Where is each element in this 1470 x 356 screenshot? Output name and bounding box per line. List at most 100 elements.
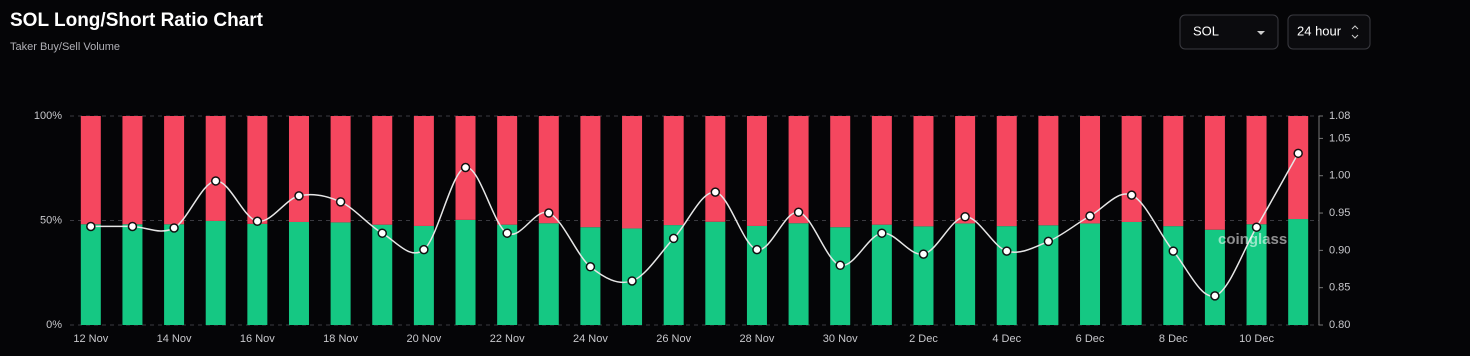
bar-segment [205,116,226,221]
bar-segment [205,220,226,325]
ratio-point [169,223,179,233]
ratio-point [1043,236,1054,247]
bar-segment [746,225,767,325]
bar-segment [247,116,268,224]
bar-segment [330,116,351,223]
bar-segment [830,116,851,228]
ratio-point [544,208,554,218]
bar-segment [288,116,309,222]
ratio-point [1210,291,1220,301]
ratio-point [668,233,679,244]
x-tick-label: 30 Nov [823,333,858,345]
bar-segment [705,116,726,222]
bar-segment [372,116,393,225]
x-tick-label: 18 Nov [323,333,358,345]
bar-segment [1246,224,1267,325]
bar-segment [164,224,185,325]
bar-segment [413,225,434,325]
y2-tick-label: 1.00 [1329,170,1350,182]
x-tick-label: 10 Dec [1239,333,1274,345]
y-tick-label: 100% [34,110,62,122]
bar-segment [622,116,643,229]
bar-segment [1204,116,1225,230]
ratio-point [502,228,512,238]
select-box[interactable] [1287,14,1371,50]
bar-segment [1288,219,1309,325]
bar-segment [913,226,934,325]
ratio-point [1002,246,1012,256]
bar-segment [913,116,934,227]
bar-segment [455,219,476,325]
updown-icon [1351,25,1359,39]
chart-title: SOL Long/Short Ratio Chart [10,10,264,31]
y2-tick-label: 0.95 [1329,207,1350,219]
bar-segment [1246,116,1267,225]
ratio-point [419,244,429,255]
ratio-point [960,212,970,222]
ratio-point [86,221,96,232]
bar-segment [830,227,851,325]
dropdown-icon [1257,31,1265,35]
ratio-point [1085,211,1095,221]
ratio-point [877,228,887,238]
bar-segment [1080,223,1101,325]
ratio-point [710,187,721,197]
x-tick-label: 4 Dec [992,333,1021,345]
bar-segment [1038,116,1059,226]
bar-segment [1121,116,1142,222]
select-box[interactable] [1179,14,1279,50]
bar-segment [705,221,726,325]
y-tick-label: 0% [46,319,62,331]
ratio-point [835,260,845,271]
ratio-point [210,176,221,186]
bar-segment [1163,226,1184,325]
x-tick-label: 12 Nov [73,333,108,345]
ratio-point [377,228,387,238]
ratio-point [335,197,346,207]
x-tick-label: 28 Nov [740,333,775,345]
ratio-point [1251,222,1262,232]
bar-segment [1288,116,1309,220]
bar-segment [372,224,393,325]
bar-segment [122,116,143,225]
symbol-select[interactable]: SOL [1179,14,1279,50]
ratio-point [1168,246,1179,256]
y-tick-label: 50% [40,214,62,226]
x-tick-label: 20 Nov [406,333,441,345]
bar-segment [497,116,518,225]
interval-select[interactable]: 24 hour [1287,14,1371,50]
bar-segment [580,227,601,325]
x-tick-label: 24 Nov [573,333,608,345]
bar-segment [955,223,976,325]
bar-segment [497,224,518,325]
bar-segment [80,116,101,225]
y2-tick-label: 0.90 [1329,244,1350,256]
ratio-point [294,191,304,201]
bar-segment [1121,221,1142,325]
bar-segment [122,224,143,325]
bar-segment [955,116,976,224]
select-value[interactable]: 24 hour [1297,23,1342,38]
bar-segment [788,223,809,325]
x-tick-label: 16 Nov [240,333,275,345]
bar-segment [996,116,1017,227]
x-tick-label: 6 Dec [1076,333,1105,345]
bar-segment [871,224,892,325]
bar-segment [538,223,559,325]
x-tick-label: 14 Nov [157,333,192,345]
bar-segment [746,116,767,226]
bar-segment [1204,229,1225,325]
x-tick-label: 26 Nov [656,333,691,345]
y2-tick-label: 0.85 [1329,282,1350,294]
bar-segment [288,221,309,325]
x-tick-label: 2 Dec [909,333,938,345]
bar-segment [663,116,684,226]
chart-subtitle: Taker Buy/Sell Volume [10,41,120,53]
select-value[interactable]: SOL [1193,23,1219,38]
ratio-point [252,216,263,226]
ratio-point [752,244,762,255]
ratio-point [460,162,471,173]
bar-segment [413,116,434,226]
